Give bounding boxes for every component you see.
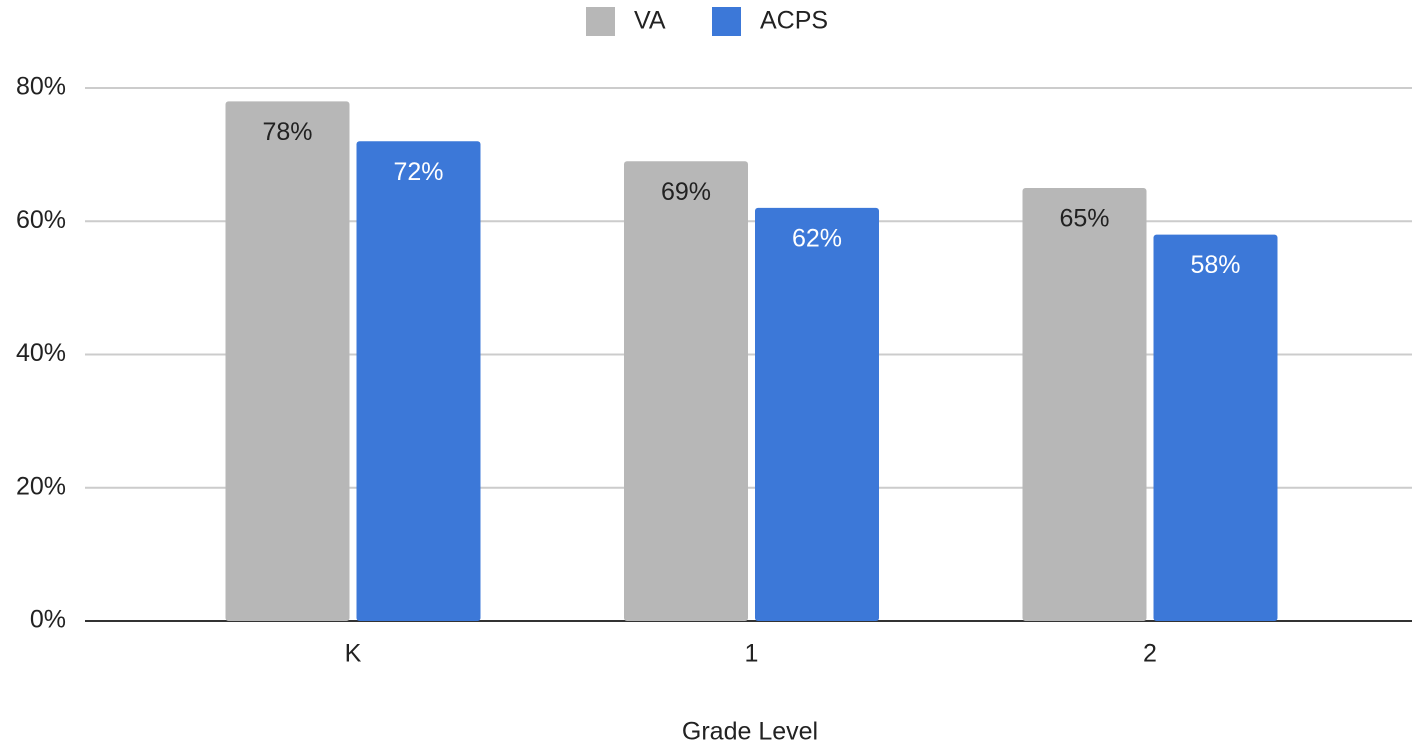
x-axis-title: Grade Level (682, 718, 818, 746)
bar (356, 141, 481, 622)
bar (225, 101, 350, 621)
data-label: 78% (262, 118, 312, 146)
bar (624, 161, 748, 621)
legend-swatch (586, 7, 615, 36)
bar (1022, 187, 1147, 621)
bar (1153, 234, 1278, 621)
data-label: 72% (393, 158, 443, 186)
legend-label: VA (634, 7, 666, 35)
x-tick-label: K (345, 640, 362, 668)
y-tick-label: 60% (16, 206, 66, 234)
x-tick-label: 1 (745, 640, 759, 668)
data-label: 65% (1059, 205, 1109, 233)
bar (755, 207, 879, 622)
data-label: 69% (661, 178, 711, 206)
data-label: 62% (792, 225, 842, 253)
legend-label: ACPS (760, 7, 828, 35)
y-tick-label: 0% (30, 606, 66, 634)
y-tick-label: 20% (16, 472, 66, 500)
y-tick-label: 40% (16, 339, 66, 367)
x-tick-label: 2 (1143, 640, 1157, 668)
y-tick-label: 80% (16, 73, 66, 101)
legend-swatch (712, 7, 741, 36)
data-label: 58% (1190, 251, 1240, 279)
